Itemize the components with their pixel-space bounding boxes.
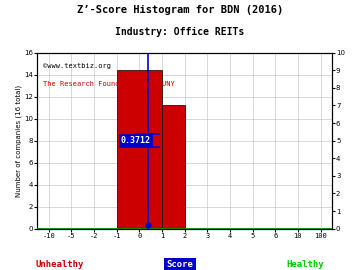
- Text: ©www.textbiz.org: ©www.textbiz.org: [43, 63, 111, 69]
- Text: The Research Foundation of SUNY: The Research Foundation of SUNY: [43, 81, 175, 87]
- Bar: [162, 105, 185, 229]
- Text: 0.3712: 0.3712: [120, 136, 150, 145]
- Bar: [117, 70, 162, 229]
- Text: Healthy: Healthy: [286, 260, 324, 269]
- Text: Unhealthy: Unhealthy: [36, 260, 84, 269]
- Y-axis label: Number of companies (16 total): Number of companies (16 total): [15, 85, 22, 197]
- Text: Score: Score: [167, 260, 193, 269]
- Text: Z’-Score Histogram for BDN (2016): Z’-Score Histogram for BDN (2016): [77, 5, 283, 15]
- Text: Industry: Office REITs: Industry: Office REITs: [115, 27, 245, 37]
